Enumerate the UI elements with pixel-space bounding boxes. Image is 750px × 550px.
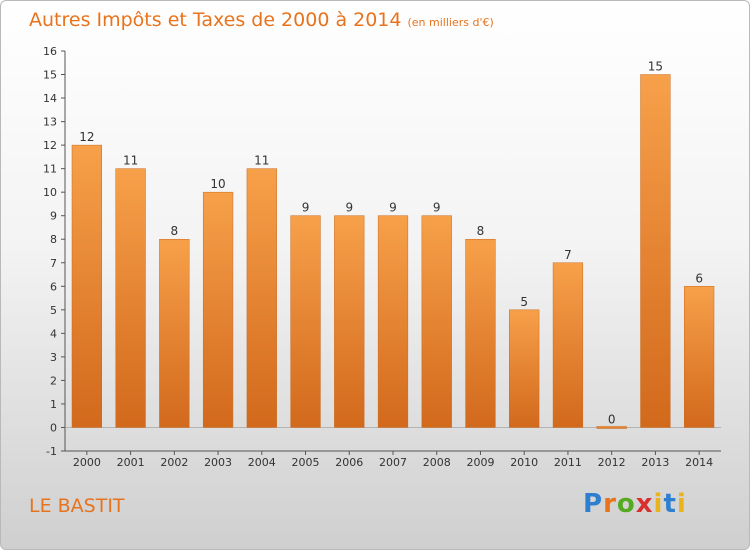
y-tick-label: 16 [43,45,57,58]
x-tick-label: 2008 [423,456,451,469]
x-tick-label: 2014 [685,456,713,469]
x-tick-label: 2001 [117,456,145,469]
data-label: 9 [345,201,353,215]
y-tick-label: 14 [43,92,57,105]
data-label: 9 [433,201,441,215]
bars [71,74,715,429]
bar [159,238,190,428]
proxiti-logo: Proxiti [583,489,687,519]
bar [640,74,671,428]
data-label: 10 [210,177,225,191]
y-tick-label: 15 [43,69,57,82]
y-tick-label: 0 [50,421,57,434]
chart-title: Autres Impôts et Taxes de 2000 à 2014 (en… [29,9,494,31]
x-tick-label: 2009 [466,456,494,469]
y-tick-label: -1 [46,445,57,458]
bar [684,286,715,428]
data-label: 9 [302,201,310,215]
y-tick-label: 8 [50,233,57,246]
x-tick-label: 2005 [292,456,320,469]
y-tick-label: 2 [50,374,57,387]
data-label: 0 [608,412,616,426]
bar [377,215,409,428]
bar [202,191,234,428]
data-label: 8 [171,224,179,238]
x-tick-label: 2004 [248,456,276,469]
x-tick-label: 2006 [335,456,363,469]
y-tick-label: 13 [43,116,57,129]
bar [596,426,627,429]
y-tick-label: 11 [43,163,57,176]
bar [421,215,452,428]
bar [71,144,102,428]
y-tick-label: 1 [50,398,57,411]
x-tick-label: 2012 [598,456,626,469]
y-tick-label: 5 [50,304,57,317]
y-tick-label: 10 [43,186,57,199]
bar [246,168,277,428]
data-label: 9 [389,201,397,215]
data-label: 12 [79,130,94,144]
data-labels: 12 11 8 10 11 9 9 9 9 8 5 7 0 15 6 [79,60,703,427]
y-tick-label: 6 [50,280,57,293]
y-tick-label: 4 [50,327,57,340]
data-label: 5 [520,295,528,309]
chart-title-text: Autres Impôts et Taxes de 2000 à 2014 [29,9,402,31]
data-label: 7 [564,248,572,262]
x-tick-label: 2002 [160,456,188,469]
data-label: 6 [695,271,703,285]
x-tick-label: 2000 [73,456,101,469]
bar [290,215,321,428]
x-tick-label: 2007 [379,456,407,469]
y-tick-label: 3 [50,351,57,364]
data-label: 8 [477,224,485,238]
y-tick-label: 12 [43,139,57,152]
data-label: 11 [123,154,138,168]
commune-name: LE BASTIT [29,495,125,517]
chart-unit: (en milliers d'€) [407,16,494,29]
x-tick-label: 2011 [554,456,582,469]
x-tick-label: 2003 [204,456,232,469]
bar [552,262,584,428]
y-tick-label: 9 [50,210,57,223]
x-tick-label: 2010 [510,456,538,469]
data-label: 15 [648,60,663,74]
bar [465,238,496,428]
y-tick-label: 7 [50,257,57,270]
bar [115,168,146,428]
data-label: 11 [254,154,269,168]
bar [334,215,365,428]
x-tick-label: 2013 [641,456,669,469]
bar [509,309,540,428]
